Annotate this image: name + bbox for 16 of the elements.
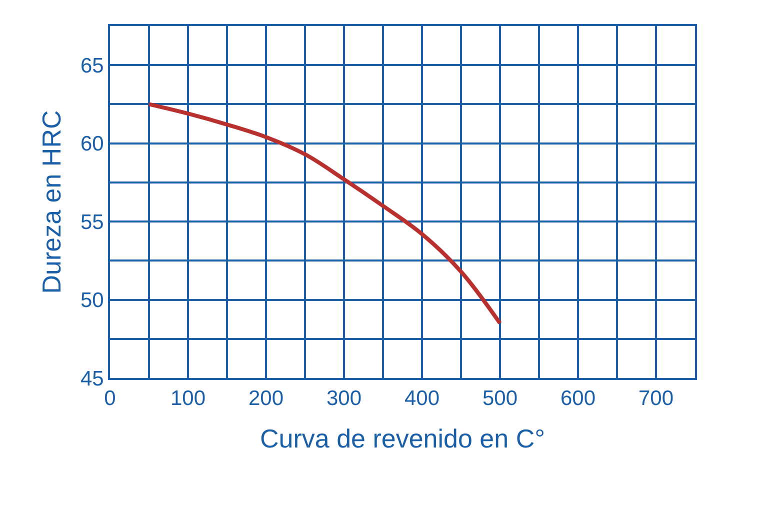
x-tick-label: 200 (248, 387, 284, 410)
y-tick-label: 50 (80, 289, 104, 312)
line-series (147, 102, 502, 326)
x-tick-label: 500 (482, 387, 518, 410)
y-axis-title: Dureza en HRC (36, 110, 66, 294)
x-tick-label: 600 (560, 387, 596, 410)
x-tick-label: 300 (326, 387, 362, 410)
x-tick-label: 400 (404, 387, 440, 410)
x-tick-label: 700 (638, 387, 674, 410)
x-tick-label: 0 (104, 387, 116, 410)
x-tick-label: 100 (170, 387, 206, 410)
x-axis-title: Curva de revenido en C° (260, 423, 545, 454)
y-tick-label: 60 (80, 132, 104, 156)
y-tick-label: 55 (80, 210, 104, 234)
y-tick-label: 65 (80, 54, 104, 78)
y-tick-label: 45 (80, 367, 104, 390)
